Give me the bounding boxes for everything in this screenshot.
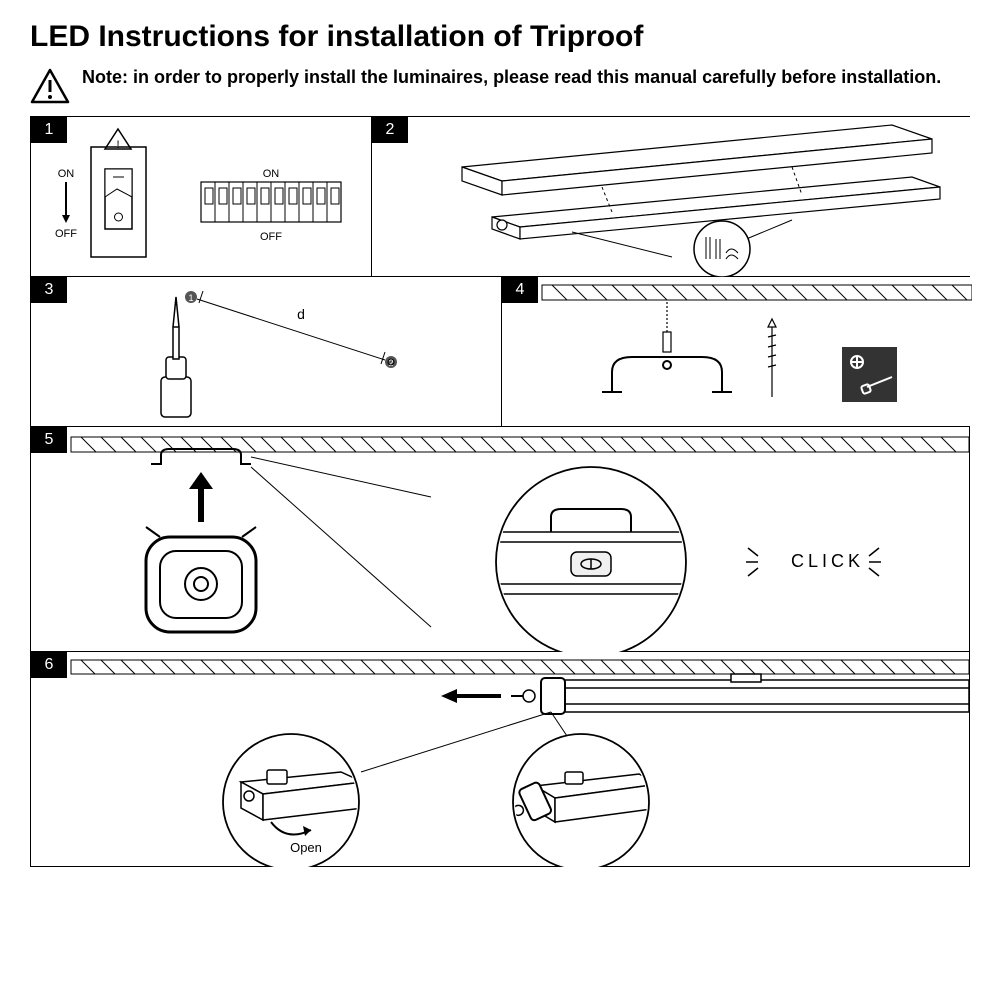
svg-text:1: 1 <box>188 293 193 303</box>
note-row: Note: in order to properly install the l… <box>30 66 970 104</box>
step-number: 1 <box>31 117 67 143</box>
step-number: 4 <box>502 277 538 303</box>
warning-icon <box>30 68 70 104</box>
svg-text:d: d <box>297 306 305 322</box>
step-6: 6 <box>31 652 969 866</box>
svg-text:OFF: OFF <box>260 231 282 243</box>
instruction-grid: 1 ! ON OFF <box>30 116 970 867</box>
svg-text:!: ! <box>116 139 119 151</box>
step-number: 3 <box>31 277 67 303</box>
svg-text:CLICK: CLICK <box>791 551 864 571</box>
step-3: 3 1 2 d <box>31 277 501 426</box>
svg-text:OFF: OFF <box>55 228 77 240</box>
note-text: Note: in order to properly install the l… <box>82 66 941 89</box>
step-1: 1 ! ON OFF <box>31 117 371 276</box>
step-5: 5 <box>31 427 969 651</box>
page-title: LED Instructions for installation of Tri… <box>30 20 970 54</box>
svg-text:Open: Open <box>290 840 322 855</box>
step-number: 6 <box>31 652 67 678</box>
step-2: 2 <box>371 117 971 276</box>
svg-text:ON: ON <box>263 168 280 180</box>
svg-text:ON: ON <box>58 168 75 180</box>
step-4: 4 <box>501 277 971 426</box>
step-number: 5 <box>31 427 67 453</box>
step-number: 2 <box>372 117 408 143</box>
